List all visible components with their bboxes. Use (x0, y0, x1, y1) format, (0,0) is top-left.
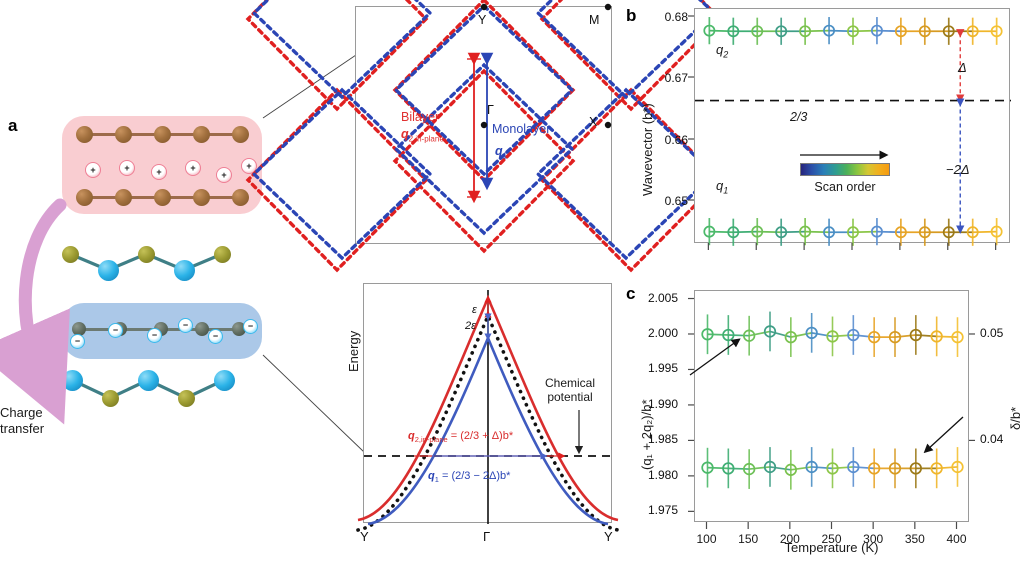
c-xtick-label: 100 (696, 532, 717, 546)
q2-series-label: q2 (716, 42, 729, 60)
c-ytick-right-label: 0.04 (980, 432, 1004, 447)
charge-minus: − (70, 334, 85, 349)
q1-series-label: q1 (716, 178, 729, 196)
c-ytick-label: 2.005 (647, 290, 678, 305)
band-xtick-Y-right: Y (604, 529, 613, 544)
c-xtick-label: 150 (738, 532, 759, 546)
bz-bilayer-label: Bilayer (401, 110, 440, 124)
two-epsilon-label: 2ε (465, 320, 476, 332)
panel-a-schematic: + + + + + + (0, 100, 345, 450)
c-ytick-label: 1.980 (647, 467, 678, 482)
panel-c-plot (694, 290, 969, 522)
bz-label-M: M (589, 13, 600, 27)
c-ytick-label: 1.985 (647, 432, 678, 447)
c-ytick-label: 1.975 (647, 503, 678, 518)
scan-order-label: Scan order (814, 180, 876, 194)
scan-order-arrow (800, 150, 889, 160)
band-structure-panel: ε 2ε q2,in-plane = (2/3 + Δ)b* q1 = (2/3… (356, 283, 620, 532)
panel-c-upper-arrow (689, 338, 741, 376)
charge-plus: + (151, 164, 167, 180)
charge-plus: + (241, 158, 257, 174)
bz-bilayer-q: q2,in-plane (401, 127, 444, 144)
epsilon-label: ε (472, 304, 477, 316)
c-xtick-label: 350 (904, 532, 925, 546)
two-thirds-label: 2/3 (790, 110, 808, 124)
c-ytick-label: 2.000 (647, 325, 678, 340)
panel-c-x-axis-label: Temperature (K) (784, 540, 879, 555)
negative-two-delta-label: −2Δ (946, 162, 970, 177)
charge-minus: − (108, 323, 123, 338)
charge-minus: − (147, 328, 162, 343)
charge-transfer-label: Charge transfer (0, 405, 45, 436)
delta-label: Δ (958, 60, 967, 75)
c-ytick-right-label: 0.05 (980, 325, 1004, 340)
b-ytick-3: 0.65 (664, 194, 688, 208)
scan-order-colorbar (800, 163, 890, 176)
band-xtick-gamma: Γ (483, 529, 491, 544)
band-equation-bilayer: q2,in-plane = (2/3 + Δ)b* (408, 430, 514, 445)
panel-a-letter: a (8, 116, 18, 135)
bz-monolayer-label: Monolayer (492, 122, 551, 136)
c-xtick-label: 200 (779, 532, 800, 546)
charge-plus: + (216, 167, 232, 183)
c-xtick-label: 400 (946, 532, 967, 546)
panel-c-lower-arrow (923, 416, 964, 454)
charge-plus: + (185, 160, 201, 176)
charge-transfer-arrow (0, 198, 70, 425)
b-ytick-2: 0.66 (664, 133, 688, 147)
c-ytick-label: 1.995 (647, 361, 678, 376)
charge-plus: + (85, 162, 101, 178)
band-equation-monolayer: q1 = (2/3 − 2Δ)b* (428, 470, 511, 485)
charge-minus: − (243, 319, 258, 334)
charge-minus: − (178, 318, 193, 333)
bz-label-Y: Y (478, 13, 487, 27)
chemical-potential-label: Chemical potential (544, 376, 595, 404)
panel-c-letter: c (626, 284, 636, 303)
panel-b-plot (694, 8, 1011, 246)
panel-b-letter: b (626, 6, 637, 25)
brillouin-zone-panel: Y M X Γ Bilayer q2,in-plane Monolayer q1 (245, 0, 723, 273)
bz-label-gamma: Γ (487, 103, 494, 117)
c-xtick-label: 250 (821, 532, 842, 546)
b-ytick-1: 0.67 (664, 71, 688, 85)
bz-monolayer-q: q1 (495, 144, 508, 161)
charge-plus: + (119, 160, 135, 176)
bz-label-X: X (589, 115, 598, 129)
c-ytick-label: 1.990 (647, 396, 678, 411)
charge-minus: − (208, 329, 223, 344)
c-xtick-label: 300 (863, 532, 884, 546)
b-ytick-0: 0.68 (664, 10, 688, 24)
band-xtick-Y-left: Y (360, 529, 369, 544)
